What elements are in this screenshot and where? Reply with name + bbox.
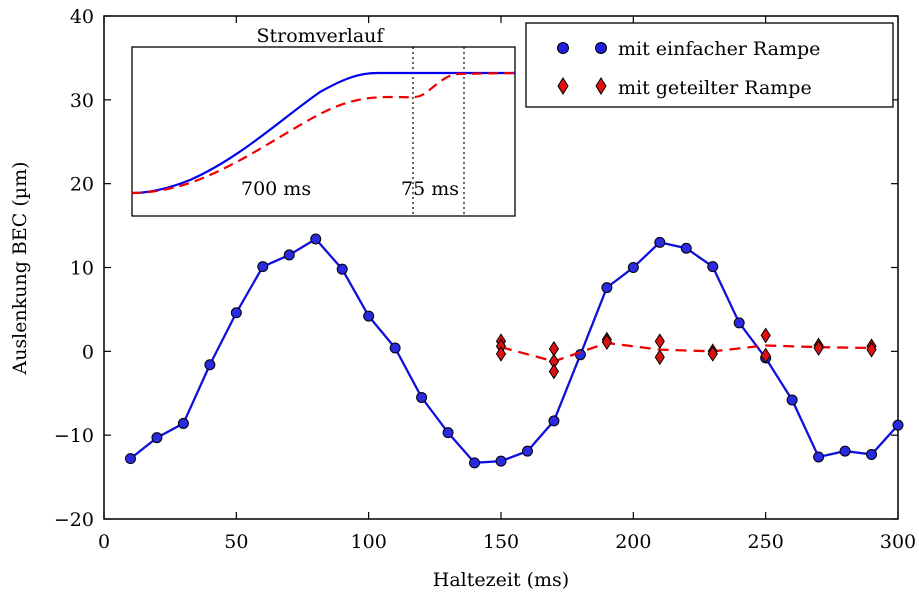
data-point <box>310 233 322 245</box>
legend-label-geteilt: mit geteilter Rampe <box>618 77 812 99</box>
legend: mit einfacher Rampe mit geteilter Rampe <box>525 22 894 108</box>
y-tick-label: −10 <box>54 425 94 447</box>
data-point <box>733 317 745 329</box>
data-point <box>442 427 454 439</box>
data-point <box>283 249 295 261</box>
inset-annotation-700ms: 700 ms <box>241 178 311 200</box>
data-point <box>892 419 904 431</box>
x-axis-label: Haltezeit (ms) <box>433 569 569 591</box>
data-point <box>177 417 189 429</box>
data-point <box>521 445 533 457</box>
x-tick-label: 250 <box>748 531 784 553</box>
data-point <box>257 261 269 273</box>
legend-marker-einfach-1 <box>557 42 569 54</box>
data-point <box>601 334 612 351</box>
inset-frame <box>131 46 516 217</box>
y-axis-label: Auslenkung BEC (µm) <box>9 161 31 375</box>
legend-marker-geteilt-2 <box>595 77 607 95</box>
y-tick-label: 10 <box>70 258 94 280</box>
data-point <box>680 242 692 254</box>
x-ticks: 0 50 100 150 200 250 300 <box>98 16 916 553</box>
x-tick-label: 0 <box>98 531 110 553</box>
legend-label-einfach: mit einfacher Rampe <box>618 38 820 60</box>
data-point <box>363 310 375 322</box>
inset-annotation-75ms: 75 ms <box>401 178 459 200</box>
data-point <box>495 345 507 362</box>
x-tick-label: 150 <box>483 531 519 553</box>
legend-marker-geteilt-1 <box>557 77 569 95</box>
inset-title: Stromverlauf <box>257 25 386 47</box>
data-point <box>866 448 878 460</box>
x-tick-label: 100 <box>351 531 387 553</box>
data-point <box>654 349 665 366</box>
data-point <box>574 349 586 361</box>
data-point <box>204 359 216 371</box>
data-point <box>627 262 639 273</box>
y-tick-label: 40 <box>70 6 94 28</box>
inset: Stromverlauf 700 ms 75 ms <box>131 25 516 217</box>
data-point <box>336 263 348 275</box>
data-point <box>151 432 163 444</box>
data-point <box>230 307 242 319</box>
y-tick-label: −20 <box>54 509 94 531</box>
x-tick-label: 50 <box>224 531 248 553</box>
data-point <box>654 236 666 248</box>
series-einfache-rampe <box>124 233 904 469</box>
data-point <box>469 457 481 469</box>
data-point <box>548 415 560 427</box>
data-point <box>813 451 825 463</box>
data-point <box>760 347 771 364</box>
series-line <box>500 341 872 363</box>
legend-marker-einfach-2 <box>595 42 607 54</box>
data-point <box>839 445 851 457</box>
legend-frame <box>525 22 894 108</box>
data-point <box>654 333 665 350</box>
data-point <box>495 455 507 467</box>
data-point <box>548 363 560 380</box>
data-point <box>760 327 771 344</box>
data-point <box>813 340 824 356</box>
data-point <box>707 345 718 362</box>
data-point <box>786 394 798 406</box>
x-tick-label: 200 <box>615 531 651 553</box>
x-tick-label: 300 <box>880 531 916 553</box>
data-point <box>866 341 877 358</box>
series-geteilte-rampe <box>495 327 877 380</box>
y-ticks: −20 −10 0 10 20 30 40 <box>54 6 898 531</box>
data-point <box>416 391 428 403</box>
inset-curve-einfach <box>131 71 515 195</box>
series-line <box>129 237 899 465</box>
data-point <box>601 282 613 294</box>
y-tick-label: 30 <box>70 90 94 112</box>
data-point <box>389 342 401 354</box>
inset-curve-geteilt <box>131 71 516 195</box>
y-tick-label: 0 <box>82 341 94 363</box>
data-point <box>124 453 136 465</box>
data-point <box>707 261 719 273</box>
y-tick-label: 20 <box>70 174 94 196</box>
